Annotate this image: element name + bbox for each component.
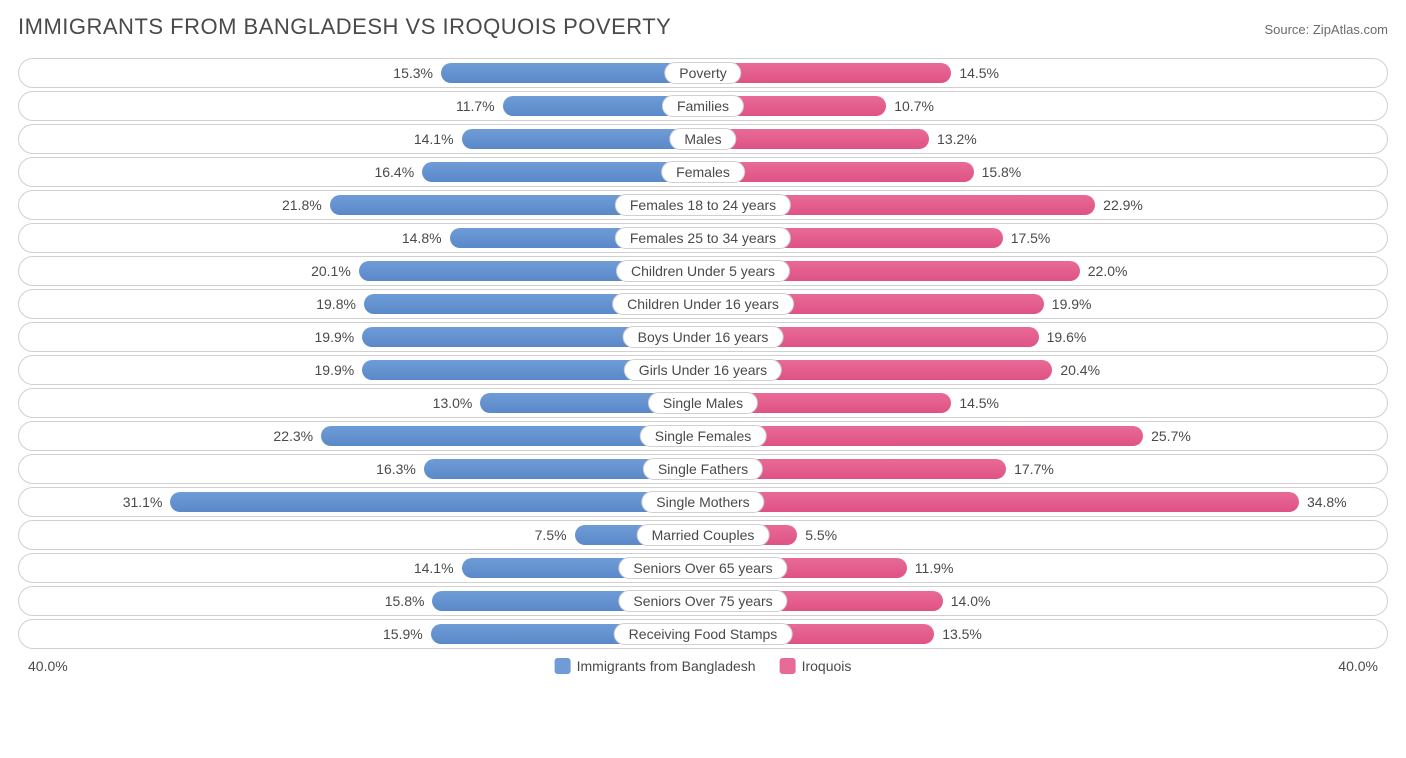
category-label: Families	[662, 95, 744, 117]
category-label: Girls Under 16 years	[624, 359, 782, 381]
value-label-right: 10.7%	[894, 98, 934, 114]
category-label: Boys Under 16 years	[623, 326, 784, 348]
category-label: Males	[669, 128, 736, 150]
value-label-right: 22.0%	[1088, 263, 1128, 279]
value-label-right: 11.9%	[915, 560, 954, 576]
bar-right	[703, 492, 1299, 512]
chart-row: Seniors Over 75 years 15.8% 14.0%	[18, 586, 1388, 616]
value-label-right: 22.9%	[1103, 197, 1143, 213]
chart-row: Children Under 16 years 19.8% 19.9%	[18, 289, 1388, 319]
value-label-left: 14.1%	[414, 560, 454, 576]
value-label-right: 34.8%	[1307, 494, 1347, 510]
legend-label-right: Iroquois	[802, 658, 852, 674]
value-label-right: 20.4%	[1060, 362, 1100, 378]
chart-row: Children Under 5 years 20.1% 22.0%	[18, 256, 1388, 286]
value-label-left: 14.8%	[402, 230, 442, 246]
legend: Immigrants from Bangladesh Iroquois	[555, 658, 852, 674]
value-label-right: 13.5%	[942, 626, 982, 642]
bar-left	[462, 129, 703, 149]
chart-header: IMMIGRANTS FROM BANGLADESH VS IROQUOIS P…	[18, 14, 1388, 40]
category-label: Females 18 to 24 years	[615, 194, 791, 216]
bar-right	[703, 426, 1143, 446]
value-label-right: 5.5%	[805, 527, 837, 543]
category-label: Married Couples	[637, 524, 770, 546]
bar-right	[703, 129, 929, 149]
chart-area: Poverty 15.3% 14.5% Families 11.7% 10.7% Males…	[18, 58, 1388, 649]
chart-title: IMMIGRANTS FROM BANGLADESH VS IROQUOIS P…	[18, 14, 671, 40]
axis-max-right: 40.0%	[1338, 658, 1378, 674]
axis-max-left: 40.0%	[28, 658, 68, 674]
chart-row: Single Mothers 31.1% 34.8%	[18, 487, 1388, 517]
chart-row: Females 25 to 34 years 14.8% 17.5%	[18, 223, 1388, 253]
legend-label-left: Immigrants from Bangladesh	[577, 658, 756, 674]
chart-row: Single Females 22.3% 25.7%	[18, 421, 1388, 451]
category-label: Single Mothers	[641, 491, 764, 513]
value-label-left: 31.1%	[123, 494, 163, 510]
value-label-left: 13.0%	[433, 395, 473, 411]
legend-item-right: Iroquois	[780, 658, 852, 674]
category-label: Single Females	[640, 425, 767, 447]
source-attribution: Source: ZipAtlas.com	[1264, 22, 1388, 37]
chart-row: Males 14.1% 13.2%	[18, 124, 1388, 154]
category-label: Children Under 16 years	[612, 293, 794, 315]
value-label-left: 21.8%	[282, 197, 322, 213]
category-label: Seniors Over 75 years	[618, 590, 787, 612]
chart-row: Females 18 to 24 years 21.8% 22.9%	[18, 190, 1388, 220]
value-label-right: 25.7%	[1151, 428, 1191, 444]
value-label-right: 14.0%	[951, 593, 991, 609]
value-label-left: 11.7%	[456, 98, 495, 114]
chart-footer: 40.0% Immigrants from Bangladesh Iroquoi…	[18, 655, 1388, 677]
value-label-left: 15.3%	[393, 65, 433, 81]
category-label: Single Fathers	[643, 458, 763, 480]
chart-row: Poverty 15.3% 14.5%	[18, 58, 1388, 88]
category-label: Poverty	[664, 62, 741, 84]
value-label-left: 19.8%	[316, 296, 356, 312]
category-label: Seniors Over 65 years	[618, 557, 787, 579]
value-label-right: 17.5%	[1011, 230, 1051, 246]
value-label-left: 16.4%	[374, 164, 414, 180]
value-label-right: 17.7%	[1014, 461, 1054, 477]
chart-row: Single Males 13.0% 14.5%	[18, 388, 1388, 418]
category-label: Children Under 5 years	[616, 260, 790, 282]
value-label-left: 14.1%	[414, 131, 454, 147]
chart-row: Single Fathers 16.3% 17.7%	[18, 454, 1388, 484]
value-label-right: 14.5%	[959, 395, 999, 411]
value-label-left: 7.5%	[535, 527, 567, 543]
legend-item-left: Immigrants from Bangladesh	[555, 658, 756, 674]
value-label-right: 19.6%	[1047, 329, 1087, 345]
category-label: Receiving Food Stamps	[614, 623, 793, 645]
legend-swatch-left	[555, 658, 571, 674]
value-label-left: 19.9%	[315, 329, 355, 345]
category-label: Single Males	[648, 392, 758, 414]
category-label: Females 25 to 34 years	[615, 227, 791, 249]
value-label-right: 15.8%	[982, 164, 1022, 180]
chart-row: Boys Under 16 years 19.9% 19.6%	[18, 322, 1388, 352]
category-label: Females	[661, 161, 745, 183]
chart-row: Girls Under 16 years 19.9% 20.4%	[18, 355, 1388, 385]
chart-row: Females 16.4% 15.8%	[18, 157, 1388, 187]
value-label-left: 16.3%	[376, 461, 416, 477]
value-label-left: 19.9%	[315, 362, 355, 378]
legend-swatch-right	[780, 658, 796, 674]
value-label-right: 19.9%	[1052, 296, 1092, 312]
value-label-right: 13.2%	[937, 131, 977, 147]
chart-row: Receiving Food Stamps 15.9% 13.5%	[18, 619, 1388, 649]
bar-left	[170, 492, 703, 512]
value-label-left: 22.3%	[273, 428, 313, 444]
chart-row: Families 11.7% 10.7%	[18, 91, 1388, 121]
chart-row: Seniors Over 65 years 14.1% 11.9%	[18, 553, 1388, 583]
value-label-left: 15.8%	[385, 593, 425, 609]
value-label-left: 20.1%	[311, 263, 351, 279]
chart-row: Married Couples 7.5% 5.5%	[18, 520, 1388, 550]
value-label-left: 15.9%	[383, 626, 423, 642]
value-label-right: 14.5%	[959, 65, 999, 81]
